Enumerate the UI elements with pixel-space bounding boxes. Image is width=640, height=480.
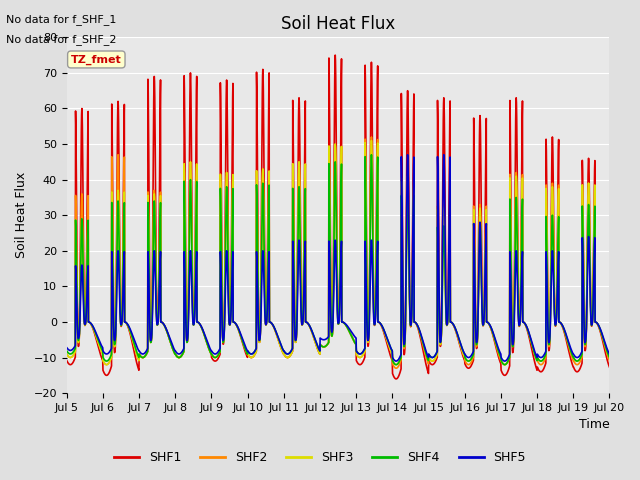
SHF4 bbox=[392, 362, 400, 368]
SHF3 bbox=[63, 351, 70, 357]
SHF1 bbox=[332, 52, 339, 58]
SHF5 bbox=[558, 322, 566, 327]
SHF2 bbox=[365, 301, 373, 307]
SHF5 bbox=[392, 358, 400, 364]
SHF1 bbox=[558, 323, 566, 328]
Text: No data for f_SHF_1: No data for f_SHF_1 bbox=[6, 14, 116, 25]
SHF2 bbox=[605, 358, 613, 363]
SHF1 bbox=[354, 360, 362, 366]
SHF3 bbox=[573, 358, 581, 364]
SHF5 bbox=[214, 349, 222, 355]
SHF2 bbox=[392, 365, 400, 371]
SHF1 bbox=[573, 369, 581, 375]
SHF5 bbox=[496, 350, 504, 356]
SHF5 bbox=[63, 345, 70, 350]
SHF1 bbox=[63, 358, 70, 363]
SHF3 bbox=[496, 353, 504, 359]
SHF3 bbox=[354, 353, 362, 359]
SHF5 bbox=[365, 317, 373, 323]
SHF4 bbox=[365, 303, 373, 309]
SHF4 bbox=[496, 353, 504, 359]
SHF5 bbox=[573, 355, 581, 360]
SHF3 bbox=[102, 362, 110, 368]
Legend: SHF1, SHF2, SHF3, SHF4, SHF5: SHF1, SHF2, SHF3, SHF4, SHF5 bbox=[109, 446, 531, 469]
SHF1 bbox=[392, 376, 400, 382]
Line: SHF4: SHF4 bbox=[67, 155, 609, 365]
SHF3 bbox=[367, 138, 375, 144]
SHF4 bbox=[573, 358, 581, 364]
SHF4 bbox=[367, 152, 375, 157]
SHF3 bbox=[214, 352, 222, 358]
Text: TZ_fmet: TZ_fmet bbox=[71, 54, 122, 65]
SHF1 bbox=[605, 364, 613, 370]
SHF2 bbox=[214, 352, 222, 358]
SHF3 bbox=[558, 322, 566, 327]
SHF2 bbox=[63, 351, 70, 357]
SHF2 bbox=[367, 134, 375, 140]
SHF2 bbox=[558, 322, 566, 328]
Line: SHF2: SHF2 bbox=[67, 137, 609, 368]
SHF4 bbox=[63, 348, 70, 354]
Y-axis label: Soil Heat Flux: Soil Heat Flux bbox=[15, 172, 28, 258]
Title: Soil Heat Flux: Soil Heat Flux bbox=[281, 15, 396, 33]
SHF4 bbox=[354, 350, 362, 356]
Line: SHF3: SHF3 bbox=[67, 141, 609, 365]
SHF5 bbox=[605, 351, 613, 357]
SHF1 bbox=[496, 359, 504, 365]
SHF2 bbox=[573, 362, 581, 368]
SHF2 bbox=[496, 356, 504, 361]
SHF1 bbox=[366, 261, 374, 266]
SHF4 bbox=[214, 352, 222, 358]
SHF4 bbox=[558, 322, 566, 327]
SHF2 bbox=[354, 353, 362, 359]
X-axis label: Time: Time bbox=[579, 419, 609, 432]
Line: SHF1: SHF1 bbox=[67, 55, 609, 379]
SHF5 bbox=[354, 350, 362, 356]
SHF1 bbox=[214, 356, 222, 361]
Line: SHF5: SHF5 bbox=[67, 155, 609, 361]
SHF5 bbox=[404, 152, 412, 157]
Text: No data for f_SHF_2: No data for f_SHF_2 bbox=[6, 34, 117, 45]
SHF3 bbox=[605, 355, 613, 360]
SHF3 bbox=[366, 280, 374, 286]
SHF4 bbox=[605, 355, 613, 360]
